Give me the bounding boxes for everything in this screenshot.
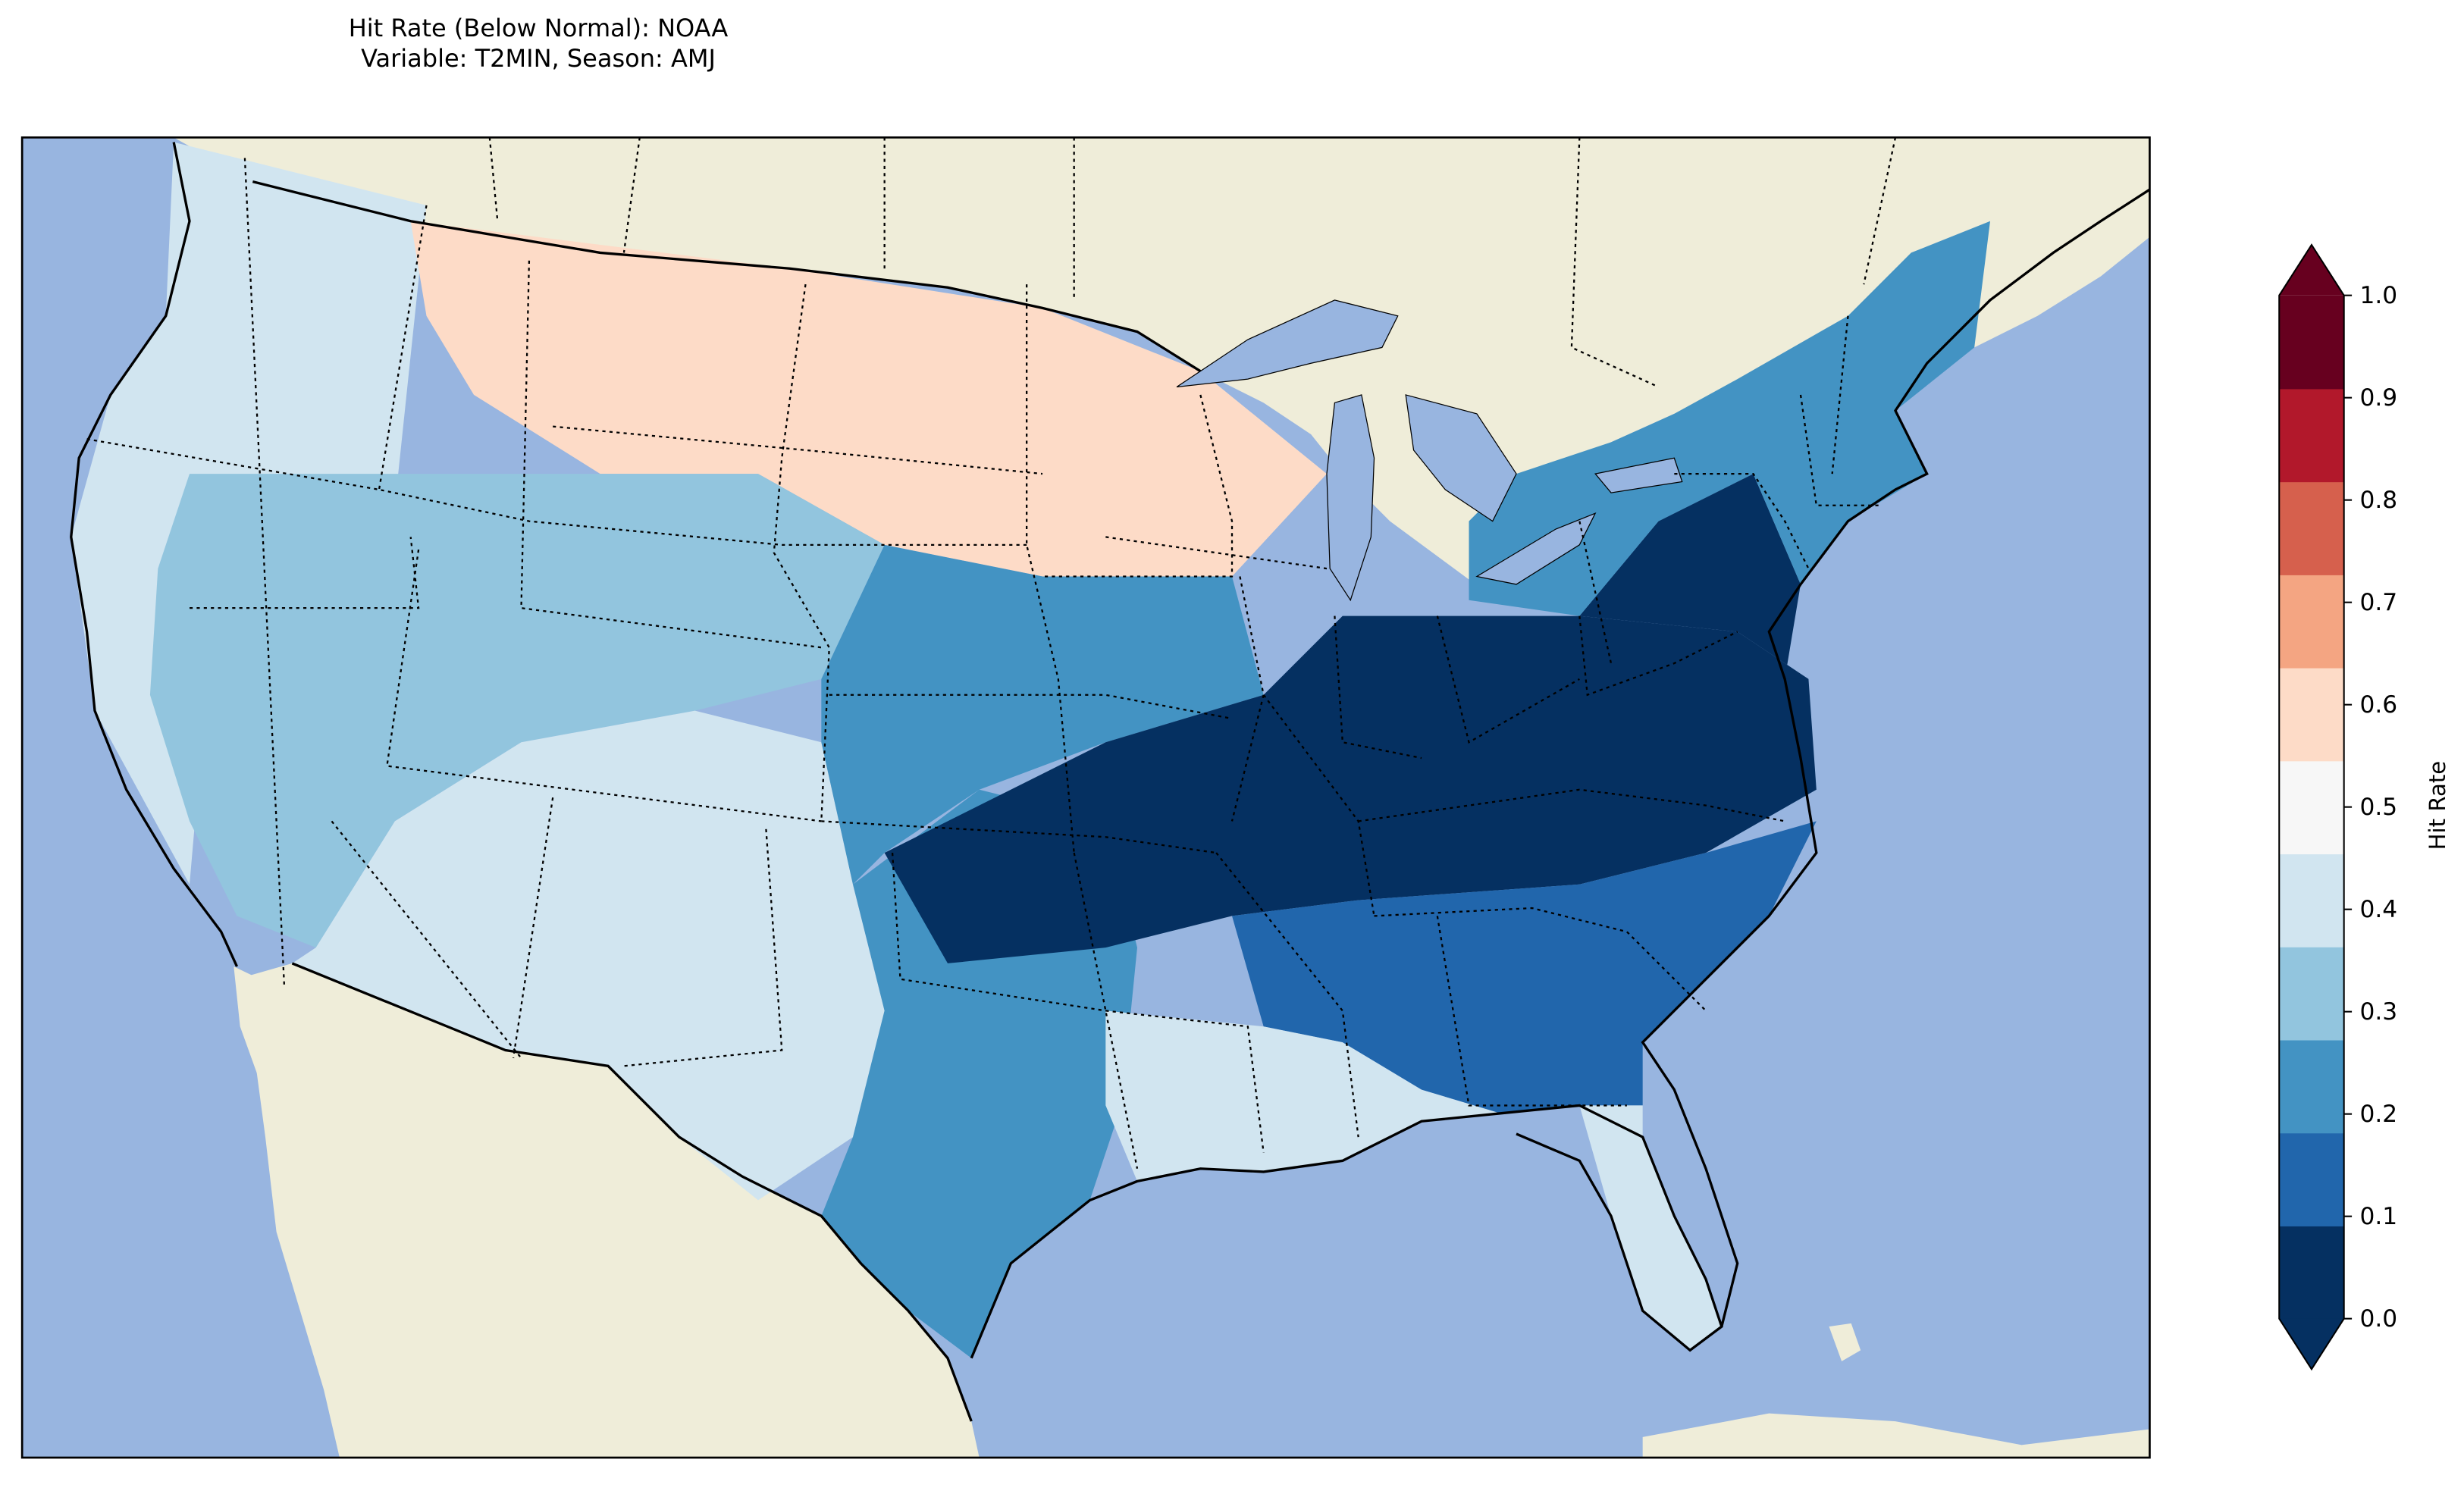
border-line bbox=[386, 549, 822, 822]
border-line bbox=[1042, 394, 1234, 578]
colorbar-tick-label: 0.9 bbox=[2360, 384, 2398, 412]
region-great-basin bbox=[149, 474, 885, 948]
gulf-coastline bbox=[970, 1104, 1723, 1359]
border-line bbox=[520, 260, 822, 649]
colorbar-label: Hit Rate bbox=[2425, 761, 2450, 850]
region-southeast bbox=[1232, 821, 1817, 1113]
border-line bbox=[1105, 536, 1328, 570]
colorbar-tick-label: 0.0 bbox=[2360, 1305, 2398, 1333]
colorbar: 0.0 0.1 0.2 0.3 0.4 0.5 0.6 0.7 0.8 0.9 1.0 bbox=[2278, 243, 2398, 1371]
border-line bbox=[1831, 315, 1849, 475]
colorbar-tick-label: 0.4 bbox=[2360, 896, 2398, 923]
state-borders bbox=[86, 137, 1897, 1169]
colorbar-segment bbox=[2279, 1132, 2344, 1226]
hit-rate-field bbox=[71, 142, 1990, 1358]
colorbar-tick-label: 0.2 bbox=[2360, 1101, 2398, 1128]
region-northern-plains bbox=[410, 221, 1327, 577]
colorbar-tick-label: 0.8 bbox=[2360, 487, 2398, 514]
lake-erie bbox=[1475, 512, 1597, 585]
chart-title-line2: Variable: T2MIN, Season: AMJ bbox=[361, 44, 716, 73]
lake-ontario bbox=[1594, 457, 1683, 493]
colorbar-segment bbox=[2279, 481, 2344, 575]
border-line bbox=[1215, 852, 1359, 1138]
region-florida bbox=[1579, 1105, 1722, 1351]
border-line bbox=[1026, 284, 1075, 853]
colorbar-tick-label: 0.5 bbox=[2360, 794, 2398, 821]
cuba-land bbox=[1642, 1413, 2150, 1458]
border-line bbox=[1105, 1010, 1265, 1154]
colorbar-segment bbox=[2279, 760, 2344, 855]
border-line bbox=[553, 425, 1043, 475]
baja-land bbox=[234, 966, 427, 1453]
colorbar-segment bbox=[2279, 574, 2344, 669]
region-southwest bbox=[292, 710, 885, 1201]
colorbar-tick-label: 0.1 bbox=[2360, 1203, 2398, 1230]
border-line bbox=[1799, 394, 1880, 506]
colorbar-tick-label: 0.7 bbox=[2360, 589, 2398, 616]
region-ohio-valley bbox=[884, 615, 1817, 963]
border-line bbox=[378, 205, 428, 490]
colorbar-segment bbox=[2279, 1225, 2344, 1320]
colorbar-tick-label: 0.3 bbox=[2360, 998, 2398, 1026]
border-line bbox=[891, 853, 1106, 1012]
region-northeast bbox=[1469, 221, 1990, 616]
colorbar-segment bbox=[2279, 1039, 2344, 1134]
border-line bbox=[331, 820, 522, 1059]
map-panel bbox=[22, 137, 2150, 1458]
lake-superior bbox=[1176, 299, 1399, 388]
region-gulf-coast bbox=[1105, 1010, 1501, 1182]
bahamas-island bbox=[1829, 1323, 1861, 1361]
coastlines bbox=[70, 142, 2150, 1422]
map-frame bbox=[20, 136, 2151, 1459]
border-line bbox=[1374, 907, 1707, 1012]
lake-huron bbox=[1405, 394, 1517, 522]
border-line bbox=[1674, 472, 1810, 569]
border-line bbox=[1334, 615, 1422, 760]
colorbar-segment bbox=[2279, 853, 2344, 947]
border-line bbox=[1436, 615, 1580, 744]
border-line bbox=[512, 797, 554, 1059]
border-line bbox=[1578, 521, 1613, 664]
border-line bbox=[821, 820, 1217, 854]
border-line bbox=[190, 537, 420, 609]
colorbar-extend-max bbox=[2279, 245, 2344, 296]
chart-title-line1: Hit Rate (Below Normal): NOAA bbox=[348, 14, 729, 42]
colorbar-extend-min bbox=[2279, 1318, 2344, 1370]
colorbar-segment bbox=[2279, 946, 2344, 1041]
west-coastline bbox=[70, 142, 239, 967]
region-central-plains bbox=[821, 544, 1264, 885]
us-mexico-border bbox=[291, 962, 973, 1422]
border-line bbox=[773, 283, 830, 822]
colorbar-tick-label: 0.6 bbox=[2360, 691, 2398, 719]
border-line bbox=[86, 438, 1027, 546]
colorbar-tick-label: 1.0 bbox=[2360, 282, 2398, 309]
east-coastline bbox=[1641, 188, 2150, 1327]
lake-michigan bbox=[1326, 394, 1375, 602]
border-line bbox=[622, 137, 641, 253]
colorbar-segment bbox=[2279, 388, 2344, 483]
colorbar-segment bbox=[2279, 667, 2344, 762]
border-line bbox=[1436, 916, 1627, 1107]
border-line bbox=[623, 828, 783, 1067]
colorbar-segment bbox=[2279, 295, 2344, 390]
border-line bbox=[1230, 576, 1265, 822]
us-canada-border bbox=[252, 180, 1202, 373]
mexico-land bbox=[237, 963, 980, 1458]
region-mid-atlantic bbox=[1579, 474, 1809, 679]
border-line bbox=[1358, 788, 1785, 822]
canada-land bbox=[174, 137, 2150, 597]
border-line bbox=[243, 158, 286, 988]
border-line bbox=[1578, 615, 1738, 697]
